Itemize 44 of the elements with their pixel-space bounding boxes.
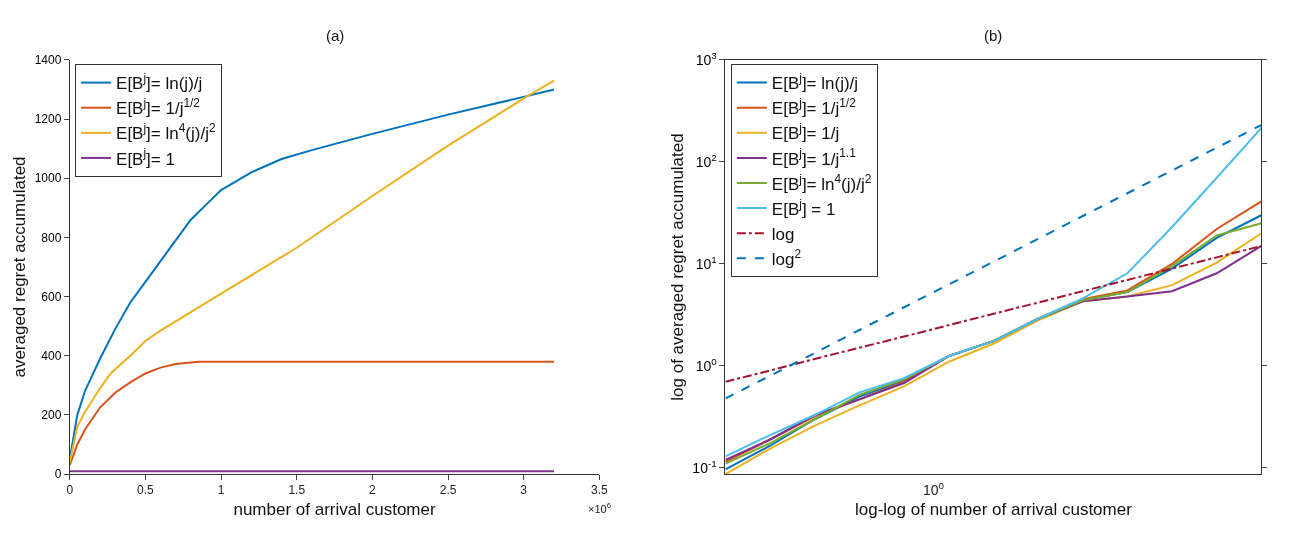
y-tick-label: 10$^{3}$ bbox=[695, 49, 718, 68]
legend-label: E[B$^{j}$]= 1/j$^{1/2}$ bbox=[116, 96, 201, 119]
x-tick-label: 2.5 bbox=[439, 483, 457, 498]
legend-label: E[B$^{j}$]= ln$^{4}$(j)/j$^{2}$ bbox=[116, 121, 216, 144]
y-tick-label: 400 bbox=[41, 348, 62, 363]
x-tick-label: 1 bbox=[217, 483, 225, 498]
x-tick-label: 0 bbox=[66, 483, 74, 498]
legend-label: E[B$^{j}$]= 1/j$^{1.1}$ bbox=[771, 146, 857, 169]
y-tick-label: 200 bbox=[41, 408, 62, 423]
y-tick-label: 10$^{-1}$ bbox=[692, 457, 717, 476]
x-axis-title: log-log of number of arrival customer bbox=[855, 499, 1133, 519]
y-tick-label: 1000 bbox=[34, 171, 62, 186]
legend-label: log$^{2}$ bbox=[771, 246, 802, 269]
y-axis-title: log of averaged regret accumulated bbox=[667, 133, 687, 401]
x-axis-title: number of arrival customer bbox=[233, 499, 436, 519]
legend-label: E[B$^{j}$]= 1/j$^{1/2}$ bbox=[771, 96, 857, 119]
y-tick-label: 600 bbox=[41, 289, 62, 304]
y-tick-label: 10$^{1}$ bbox=[695, 253, 717, 272]
y-tick-label: 0 bbox=[54, 467, 62, 482]
x-tick-label: 2 bbox=[369, 483, 377, 498]
y-tick-label: 800 bbox=[41, 230, 62, 245]
chart-title: (a) bbox=[326, 27, 345, 44]
legend-label: E[B$^{j}$]= ln(j)/j bbox=[771, 71, 859, 94]
legend-label: E[B$^{j}$]= 1 bbox=[116, 146, 175, 169]
x-tick-label: 1.5 bbox=[288, 483, 306, 498]
text: ×10$^{6}$ bbox=[588, 501, 611, 515]
legend-label: E[B$^{j}$]= ln$^{4}$(j)/j$^{2}$ bbox=[771, 171, 872, 194]
legend-label: E[B$^{j}$]= ln(j)/j bbox=[116, 71, 203, 94]
line-series bbox=[69, 360, 555, 467]
legend-label: log bbox=[771, 224, 795, 244]
legend-label: E[B$^{j}$] = 1 bbox=[771, 196, 836, 219]
legend-label: E[B$^{j}$]= 1/j bbox=[771, 121, 840, 144]
chart-title: (b) bbox=[984, 27, 1003, 44]
line-series bbox=[725, 244, 1262, 383]
x-tick-label: 0.5 bbox=[137, 483, 155, 498]
y-axis-title: averaged regret accumulated bbox=[10, 156, 30, 378]
y-tick-label: 10$^{0}$ bbox=[695, 355, 718, 374]
text: 10$^{0}$ bbox=[923, 480, 945, 498]
line-series bbox=[725, 124, 1262, 400]
y-tick-label: 1400 bbox=[34, 53, 62, 68]
y-tick-label: 1200 bbox=[34, 112, 62, 127]
x-tick-label: 3.5 bbox=[591, 483, 609, 498]
y-tick-label: 10$^{2}$ bbox=[695, 151, 717, 170]
x-tick-label: 3 bbox=[520, 483, 528, 498]
